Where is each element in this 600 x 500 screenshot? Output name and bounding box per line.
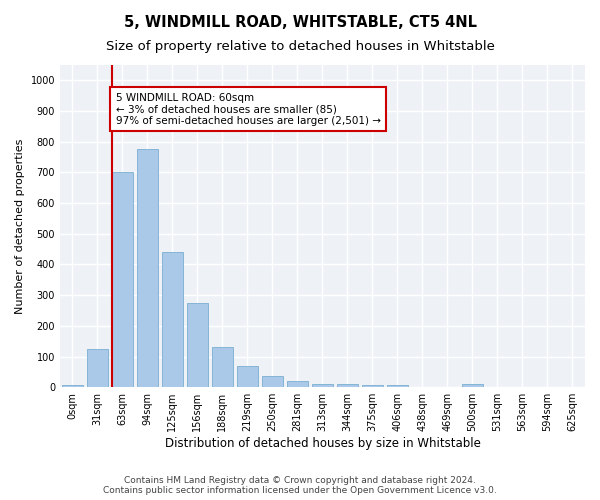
Text: 5, WINDMILL ROAD, WHITSTABLE, CT5 4NL: 5, WINDMILL ROAD, WHITSTABLE, CT5 4NL xyxy=(124,15,476,30)
Bar xyxy=(387,385,408,387)
Bar xyxy=(87,349,108,387)
Text: Contains HM Land Registry data © Crown copyright and database right 2024.
Contai: Contains HM Land Registry data © Crown c… xyxy=(103,476,497,495)
Bar xyxy=(187,303,208,387)
Bar xyxy=(62,385,83,387)
Bar xyxy=(462,384,483,387)
Bar xyxy=(212,348,233,387)
X-axis label: Distribution of detached houses by size in Whitstable: Distribution of detached houses by size … xyxy=(164,437,481,450)
Bar xyxy=(287,381,308,387)
Y-axis label: Number of detached properties: Number of detached properties xyxy=(15,138,25,314)
Bar xyxy=(162,252,183,387)
Bar xyxy=(337,384,358,387)
Bar xyxy=(137,150,158,387)
Bar xyxy=(237,366,258,387)
Bar xyxy=(262,376,283,387)
Text: Size of property relative to detached houses in Whitstable: Size of property relative to detached ho… xyxy=(106,40,494,53)
Bar xyxy=(312,384,333,387)
Text: 5 WINDMILL ROAD: 60sqm
← 3% of detached houses are smaller (85)
97% of semi-deta: 5 WINDMILL ROAD: 60sqm ← 3% of detached … xyxy=(116,92,380,126)
Bar xyxy=(362,385,383,387)
Bar xyxy=(112,172,133,387)
